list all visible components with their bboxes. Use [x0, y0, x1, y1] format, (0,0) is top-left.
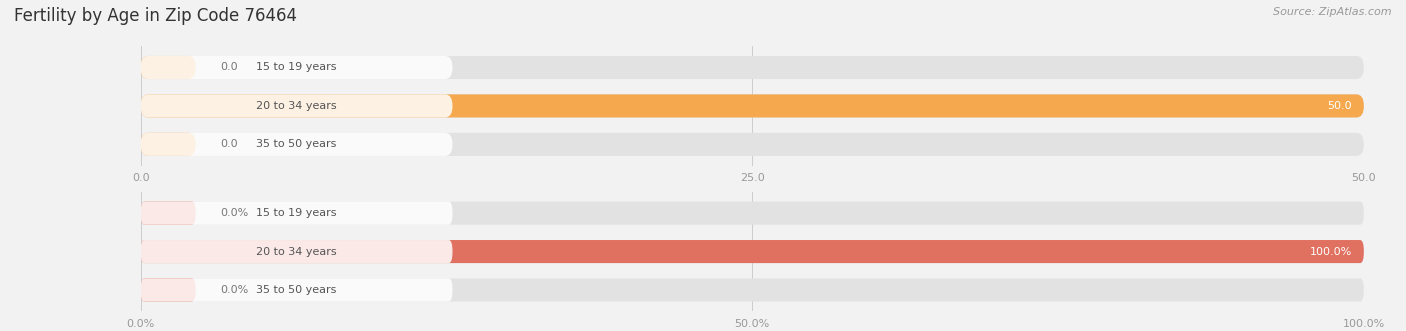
- FancyBboxPatch shape: [141, 133, 453, 156]
- Text: 20 to 34 years: 20 to 34 years: [256, 247, 337, 257]
- Text: 15 to 19 years: 15 to 19 years: [256, 63, 337, 72]
- Text: 20 to 34 years: 20 to 34 years: [256, 101, 337, 111]
- Text: 0.0%: 0.0%: [221, 285, 249, 295]
- FancyBboxPatch shape: [141, 94, 1364, 118]
- Text: 0.0: 0.0: [221, 63, 238, 72]
- FancyBboxPatch shape: [141, 240, 453, 263]
- FancyBboxPatch shape: [141, 202, 453, 225]
- Text: 100.0%: 100.0%: [1309, 247, 1351, 257]
- FancyBboxPatch shape: [141, 278, 453, 302]
- FancyBboxPatch shape: [141, 56, 1364, 79]
- FancyBboxPatch shape: [141, 202, 1364, 225]
- FancyBboxPatch shape: [141, 278, 195, 302]
- FancyBboxPatch shape: [141, 94, 1364, 118]
- Text: Fertility by Age in Zip Code 76464: Fertility by Age in Zip Code 76464: [14, 7, 297, 24]
- FancyBboxPatch shape: [141, 278, 1364, 302]
- FancyBboxPatch shape: [141, 133, 1364, 156]
- FancyBboxPatch shape: [141, 133, 195, 156]
- Text: 35 to 50 years: 35 to 50 years: [256, 139, 337, 149]
- FancyBboxPatch shape: [141, 56, 453, 79]
- Text: 0.0: 0.0: [221, 139, 238, 149]
- FancyBboxPatch shape: [141, 94, 453, 118]
- Text: 35 to 50 years: 35 to 50 years: [256, 285, 337, 295]
- FancyBboxPatch shape: [141, 202, 195, 225]
- Text: 0.0%: 0.0%: [221, 208, 249, 218]
- Text: Source: ZipAtlas.com: Source: ZipAtlas.com: [1274, 7, 1392, 17]
- Text: 15 to 19 years: 15 to 19 years: [256, 208, 337, 218]
- Text: 50.0: 50.0: [1327, 101, 1351, 111]
- FancyBboxPatch shape: [141, 240, 1364, 263]
- FancyBboxPatch shape: [141, 56, 195, 79]
- FancyBboxPatch shape: [141, 240, 1364, 263]
